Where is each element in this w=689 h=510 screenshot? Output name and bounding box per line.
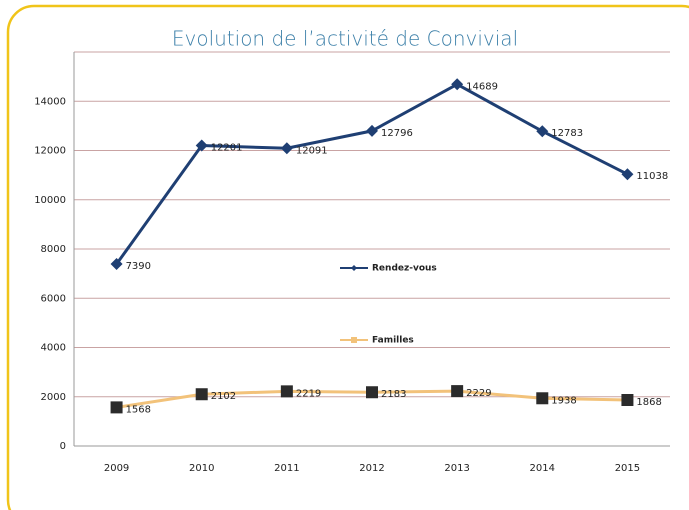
data-label: 2229 [466,388,491,399]
data-point [195,388,208,401]
data-point [280,385,293,398]
y-tick-label: 0 [60,441,66,452]
data-point [280,142,293,155]
x-tick-label: 2015 [615,463,640,474]
legend-label: Rendez-vous [372,264,437,274]
x-tick-label: 2014 [530,463,555,474]
data-point [366,124,378,137]
x-tick-label: 2012 [359,463,384,474]
data-point [451,78,464,91]
y-tick-label: 2000 [41,392,66,403]
data-label: 12783 [551,128,583,139]
data-label: 11038 [636,171,668,182]
data-label: 7390 [126,261,151,272]
data-point [536,392,549,405]
data-point [110,258,123,271]
x-tick-label: 2010 [189,463,214,474]
data-label: 2102 [211,391,236,402]
chart-title: Evolution de l’activité de Convivial [172,27,518,51]
data-label: 1868 [636,397,661,408]
data-label: 12796 [381,128,413,139]
data-point [366,386,378,399]
data-label: 14689 [466,81,498,92]
data-label: 2183 [381,389,406,400]
data-label: 2219 [296,388,321,399]
data-point [621,394,634,407]
data-point [621,168,634,181]
data-point [110,401,123,414]
legend-marker [351,337,357,343]
data-label: 1938 [551,395,576,406]
y-tick-label: 14000 [34,96,66,107]
data-point [451,385,464,398]
y-tick-label: 6000 [41,293,66,304]
y-tick-label: 8000 [41,244,66,255]
data-label: 12201 [211,143,243,154]
x-tick-label: 2011 [274,463,299,474]
frame [6,4,689,510]
y-tick-label: 10000 [34,195,66,206]
y-tick-label: 4000 [41,343,66,354]
x-tick-label: 2009 [104,463,129,474]
data-point [536,125,549,138]
x-tick-label: 2013 [444,463,469,474]
legend-label: Familles [372,336,414,346]
data-label: 12091 [296,145,328,156]
legend-marker [351,265,357,271]
data-label: 1568 [126,404,151,415]
y-tick-label: 12000 [34,146,66,157]
data-point [195,139,208,152]
